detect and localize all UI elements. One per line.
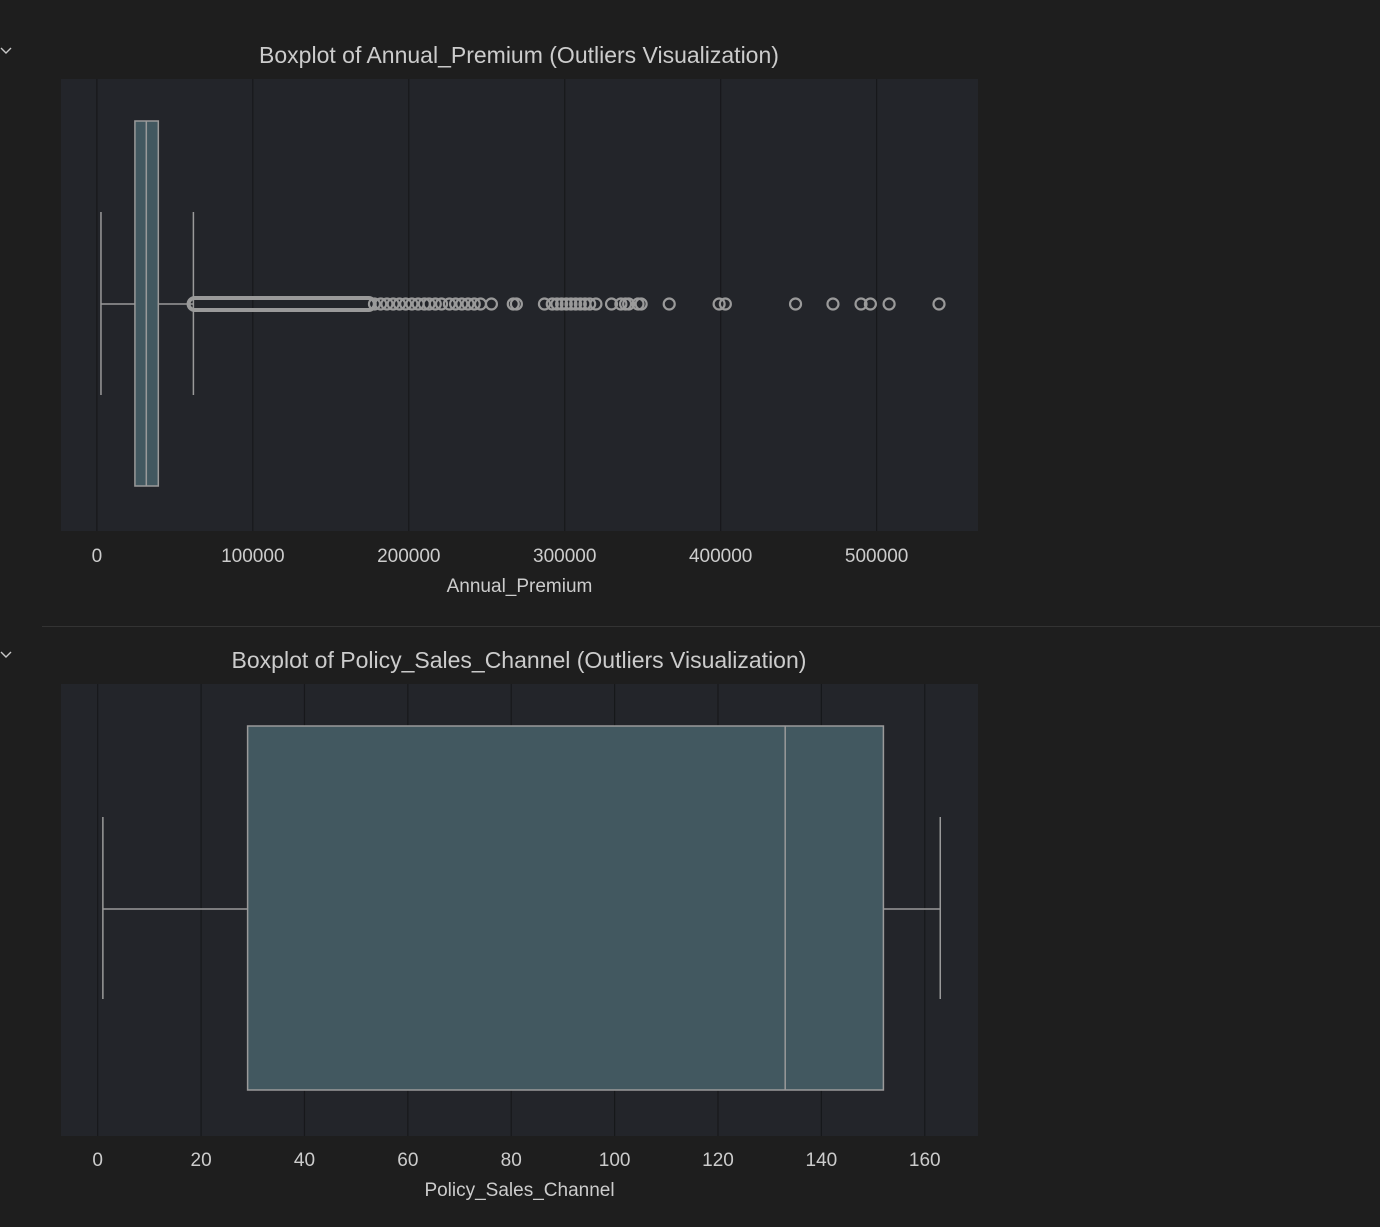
outlier-point [622,297,636,311]
policy-sales-channel-boxplot: Boxplot of Policy_Sales_Channel (Outlier… [61,647,978,1201]
outlier-point [555,297,569,311]
x-tick-label: 80 [501,1150,522,1171]
chart-title: Boxplot of Policy_Sales_Channel (Outlier… [232,647,807,673]
outlier-point [367,297,382,311]
outlier-point [854,297,868,311]
outlier-point [826,297,840,311]
x-tick-label: 300000 [533,546,596,567]
outlier-point [614,297,628,311]
chevron-down-icon[interactable] [0,648,14,662]
outlier-point [718,297,732,311]
x-tick-label: 500000 [845,546,908,567]
outlier-point [573,297,587,311]
annual-premium-boxplot: Boxplot of Annual_Premium (Outliers Visu… [61,42,978,597]
outlier-point [589,297,603,311]
cell-divider [42,626,1380,627]
x-tick-label: 200000 [377,546,440,567]
x-tick-label: 400000 [689,546,752,567]
x-tick-label: 40 [294,1150,315,1171]
outlier-point [788,297,803,311]
output-cell-policy-sales-channel: Boxplot of Policy_Sales_Channel (Outlier… [0,627,1380,1227]
outlier-point [545,297,559,311]
outlier-point [422,297,436,311]
outlier-point [863,297,877,311]
x-axis-label: Policy_Sales_Channel [424,1180,614,1201]
outlier-point [448,297,463,311]
outlier-point [380,297,394,311]
chevron-down-icon[interactable] [0,44,14,58]
outlier-point [392,297,407,311]
chart-title: Boxplot of Annual_Premium (Outliers Visu… [259,42,779,68]
outlier-point [428,297,442,311]
outlier-point [564,297,578,311]
outlier-point [399,297,413,311]
outlier-point [374,297,388,311]
outlier-point [882,297,896,311]
outlier-point [559,297,573,311]
outlier-point [662,297,676,311]
x-tick-label: 60 [397,1150,418,1171]
iqr-box [246,725,885,1091]
x-tick-label: 160 [909,1150,941,1171]
x-axis-label: Annual_Premium [447,576,593,597]
outlier-point [604,297,619,311]
outlier-point [537,297,552,311]
outlier-point [386,297,400,311]
outlier-point [467,297,481,311]
outlier-point [712,297,726,311]
outlier-point [583,297,597,311]
x-tick-label: 0 [92,1150,103,1171]
outlier-point [634,297,648,311]
x-tick-label: 0 [92,546,103,567]
outlier-point [550,297,564,311]
x-tick-label: 20 [191,1150,212,1171]
x-tick-label: 120 [702,1150,734,1171]
x-tick-label: 140 [806,1150,838,1171]
outlier-point [455,297,469,311]
outlier-point [932,297,946,311]
outlier-point [405,297,419,311]
output-cell-annual-premium: Boxplot of Annual_Premium (Outliers Visu… [0,42,978,597]
outlier-point [461,297,475,311]
outlier-point [569,297,583,311]
outlier-point [509,297,523,311]
x-tick-label: 100000 [221,546,284,567]
outlier-point [434,297,449,311]
outlier-point [484,297,499,311]
x-tick-label: 100 [599,1150,631,1171]
outlier-point [442,297,456,311]
